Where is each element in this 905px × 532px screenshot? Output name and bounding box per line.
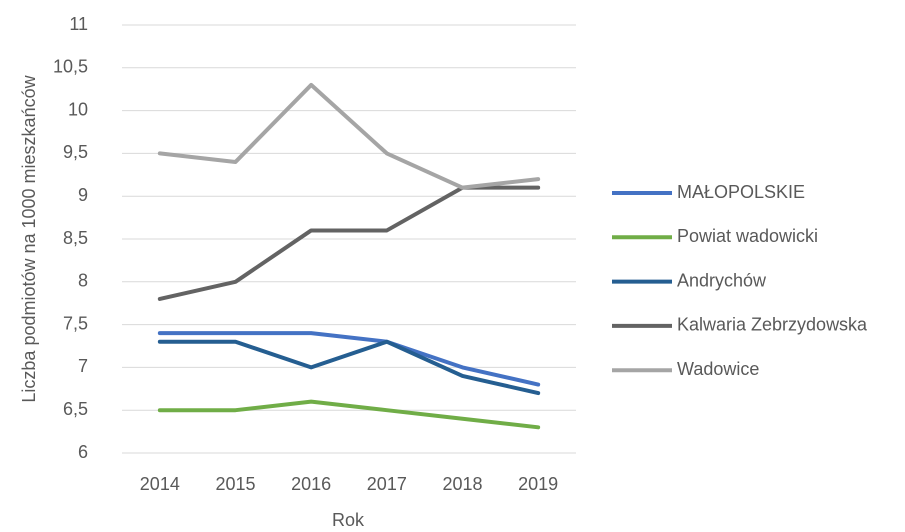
- y-tick-label: 8: [78, 271, 88, 291]
- x-tick-label: 2019: [518, 474, 558, 494]
- series-line: [157, 82, 541, 190]
- y-tick-label: 9,5: [63, 142, 88, 162]
- y-tick-label: 7: [78, 356, 88, 376]
- x-tick-label: 2018: [442, 474, 482, 494]
- y-axis-label: Liczba podmiotów na 1000 mieszkańców: [19, 74, 39, 402]
- x-tick-label: 2015: [215, 474, 255, 494]
- y-tick-label: 10: [68, 99, 88, 119]
- y-tick-label: 11: [69, 14, 88, 34]
- series-line: [157, 331, 541, 387]
- legend-label: Powiat wadowicki: [677, 226, 818, 246]
- y-tick-label: 7,5: [63, 313, 88, 333]
- legend-label: Andrychów: [677, 270, 767, 290]
- series-line: [157, 339, 541, 396]
- x-axis-label: Rok: [332, 510, 365, 530]
- legend-label: Kalwaria Zebrzydowska: [677, 315, 868, 335]
- x-tick-label: 2017: [367, 474, 407, 494]
- x-tick-label: 2016: [291, 474, 331, 494]
- y-tick-label: 8,5: [63, 228, 88, 248]
- y-tick-label: 6,5: [63, 399, 88, 419]
- legend-label: MAŁOPOLSKIE: [677, 182, 805, 202]
- y-tick-label: 9: [78, 185, 88, 205]
- x-tick-label: 2014: [140, 474, 180, 494]
- y-tick-label: 6: [78, 442, 88, 462]
- series-line: [157, 399, 541, 430]
- legend-label: Wadowice: [677, 359, 759, 379]
- y-tick-label: 10,5: [53, 57, 88, 77]
